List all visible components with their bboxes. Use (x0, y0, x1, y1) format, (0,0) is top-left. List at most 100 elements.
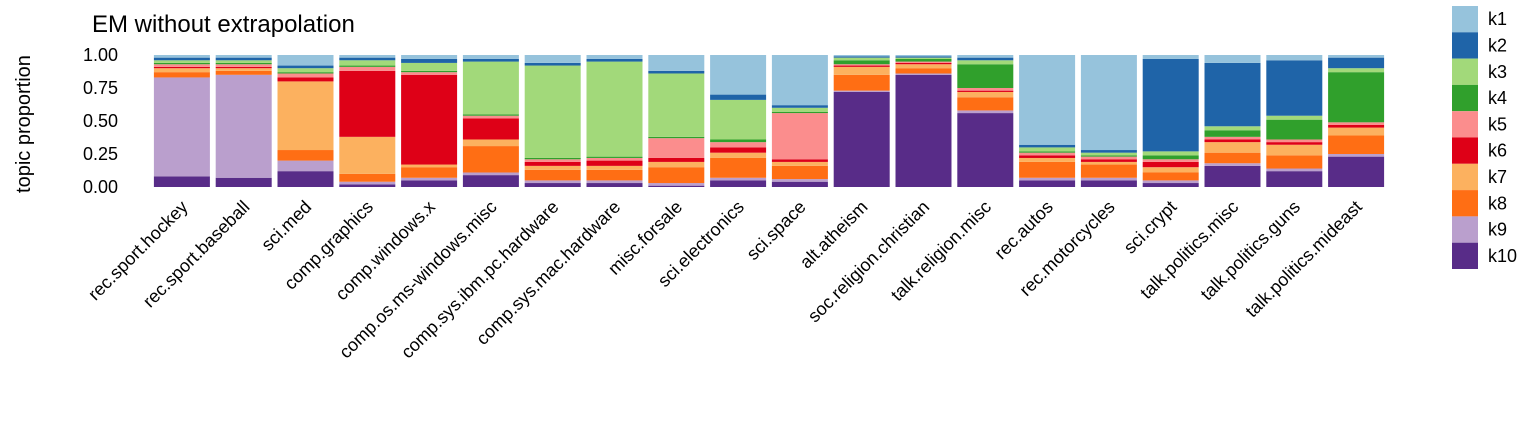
legend-label-k9: k9 (1488, 220, 1507, 240)
bar-segment-k7-talk.politics.guns (1266, 144, 1323, 156)
bar-segment-k4-rec.sport.hockey (153, 62, 210, 65)
bar-segment-k8-sci.space (771, 165, 828, 180)
legend-key-k2 (1452, 32, 1478, 59)
bar-segment-k3-talk.politics.misc (1204, 126, 1261, 131)
bar-segment-k1-talk.politics.misc (1204, 55, 1261, 63)
bar-segment-k1-alt.atheism (833, 55, 890, 57)
bar-segment-k7-rec.autos (1019, 157, 1076, 162)
bar-segment-k6-rec.sport.hockey (153, 66, 210, 69)
bar-segment-k10-misc.forsale (648, 185, 705, 187)
y-tick-label: 0.25 (83, 144, 118, 164)
bar-segment-k10-sci.space (771, 181, 828, 187)
bar-segment-k2-sci.crypt (1142, 58, 1199, 152)
bar-segment-k3-comp.windows.x (401, 62, 458, 71)
legend-key-k7 (1452, 163, 1478, 191)
bar-segment-k1-rec.sport.baseball (215, 55, 272, 58)
bar-segment-k1-rec.autos (1019, 55, 1076, 145)
bar-segment-k10-talk.religion.misc (957, 113, 1014, 187)
bar-segment-k8-sci.electronics (710, 157, 767, 178)
bar-segment-k7-misc.forsale (648, 161, 705, 168)
bar-segment-k8-talk.politics.guns (1266, 155, 1323, 169)
bar-segment-k10-comp.windows.x (401, 180, 458, 187)
legend-label-k1: k1 (1488, 9, 1507, 29)
bar-segment-k3-rec.motorcycles (1080, 152, 1137, 156)
bar-segment-k1-comp.sys.mac.hardware (586, 55, 643, 59)
bar-segment-k8-misc.forsale (648, 167, 705, 184)
bar-segment-k5-comp.graphics (339, 66, 396, 71)
bar-segment-k6-rec.autos (1019, 155, 1076, 158)
bar-segment-k3-talk.religion.misc (957, 60, 1014, 65)
bar-segment-k10-comp.graphics (339, 184, 396, 187)
bar-segment-k6-comp.windows.x (401, 74, 458, 165)
bar-segment-k5-talk.politics.guns (1266, 139, 1323, 143)
legend-label-k8: k8 (1488, 193, 1507, 213)
bar-segment-k9-comp.windows.x (401, 177, 458, 181)
bar-segment-k10-talk.politics.guns (1266, 171, 1323, 187)
bar-segment-k2-sci.space (771, 105, 828, 108)
bar-segment-k10-comp.sys.mac.hardware (586, 183, 643, 187)
bar-segment-k2-talk.politics.misc (1204, 62, 1261, 127)
bar-segment-k10-talk.politics.misc (1204, 165, 1261, 187)
legend: k1 k2 k3 k4 k5 k6 k7 k8 k9 k10 (1452, 6, 1517, 269)
bar-segment-k2-rec.sport.baseball (215, 57, 272, 61)
bar-segment-k6-comp.graphics (339, 70, 396, 137)
legend-label-k7: k7 (1488, 167, 1507, 187)
bar-segment-k9-sci.electronics (710, 177, 767, 181)
bar-segment-k2-rec.motorcycles (1080, 150, 1137, 153)
y-tick-label: 0.75 (83, 78, 118, 98)
bar-segment-k3-sci.crypt (1142, 151, 1199, 156)
legend-key-k5 (1452, 111, 1478, 138)
bar-segment-k9-comp.sys.ibm.pc.hardware (524, 180, 581, 184)
legend-label-k4: k4 (1488, 88, 1507, 108)
bar-segment-k2-comp.windows.x (401, 58, 458, 63)
bar-segment-k9-soc.religion.christian (895, 73, 952, 75)
legend-key-k6 (1452, 137, 1478, 164)
bar-segment-k10-alt.atheism (833, 91, 890, 187)
bar-segment-k4-sci.electronics (710, 139, 767, 143)
bar-segment-k5-talk.politics.misc (1204, 136, 1261, 140)
bar-segment-k1-sci.crypt (1142, 55, 1199, 59)
bar-segment-k5-rec.sport.hockey (153, 64, 210, 67)
legend-label-k2: k2 (1488, 35, 1507, 55)
bar-segment-k1-comp.os.ms-windows.misc (462, 55, 519, 59)
bar-segment-k6-talk.politics.guns (1266, 142, 1323, 145)
bar-segment-k1-sci.space (771, 55, 828, 106)
bar-segment-k10-talk.politics.mideast (1328, 156, 1385, 187)
bar-segment-k6-misc.forsale (648, 157, 705, 162)
bar-segment-k8-sci.med (277, 150, 334, 161)
bar-segment-k10-comp.sys.ibm.pc.hardware (524, 183, 581, 187)
legend-key-k9 (1452, 216, 1478, 243)
bar-segment-k2-talk.politics.guns (1266, 60, 1323, 116)
bar-segment-k1-rec.motorcycles (1080, 55, 1137, 151)
bar-segment-k4-rec.motorcycles (1080, 155, 1137, 157)
bar-segment-k8-comp.sys.mac.hardware (586, 169, 643, 181)
bar-segment-k2-comp.os.ms-windows.misc (462, 58, 519, 62)
legend-key-k1 (1452, 6, 1478, 33)
bar-segment-k2-comp.sys.ibm.pc.hardware (524, 62, 581, 66)
bar-segment-k3-talk.politics.mideast (1328, 68, 1385, 73)
legend-key-k4 (1452, 84, 1478, 112)
bar-segment-k2-soc.religion.christian (895, 56, 952, 58)
bar-segment-k10-rec.sport.hockey (153, 176, 210, 187)
bar-segment-k3-sci.med (277, 68, 334, 73)
bar-segment-k3-talk.politics.guns (1266, 115, 1323, 120)
bar-segment-k1-comp.sys.ibm.pc.hardware (524, 55, 581, 63)
bar-segment-k3-comp.sys.mac.hardware (586, 61, 643, 157)
bar-segment-k9-rec.sport.baseball (215, 74, 272, 178)
bar-segment-k4-sci.crypt (1142, 155, 1199, 160)
x-category-label: sci.crypt (1120, 197, 1181, 258)
bar-segment-k3-comp.graphics (339, 60, 396, 66)
bar-segment-k2-sci.electronics (710, 94, 767, 100)
bar-segment-k1-sci.electronics (710, 55, 767, 95)
bar-segment-k9-comp.sys.mac.hardware (586, 180, 643, 184)
bar-segment-k6-comp.sys.ibm.pc.hardware (524, 161, 581, 166)
bar-segment-k4-alt.atheism (833, 60, 890, 65)
bar-segment-k9-alt.atheism (833, 90, 890, 92)
bar-segment-k7-comp.sys.mac.hardware (586, 165, 643, 170)
bar-segment-k9-sci.med (277, 160, 334, 172)
y-axis-title: topic proportion (13, 55, 35, 193)
bar-segment-k3-alt.atheism (833, 57, 890, 61)
bar-segment-k4-misc.forsale (648, 136, 705, 139)
y-tick-label: 0.50 (83, 111, 118, 131)
bar-segment-k6-alt.atheism (833, 65, 890, 67)
